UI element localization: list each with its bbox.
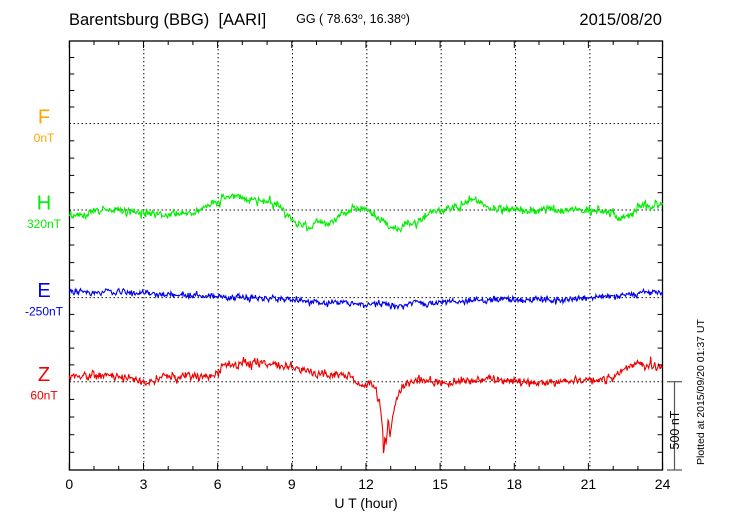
svg-text:60nT: 60nT [30, 389, 58, 403]
svg-text:15: 15 [432, 476, 448, 492]
svg-text:21: 21 [581, 476, 597, 492]
svg-text:U T (hour): U T (hour) [334, 495, 397, 511]
svg-text:Plotted at 2015/09/20 01:37 UT: Plotted at 2015/09/20 01:37 UT [695, 318, 707, 465]
svg-text:Barentsburg (BBG) [AARI]: Barentsburg (BBG) [AARI] [69, 11, 266, 29]
svg-text:18: 18 [507, 476, 523, 492]
svg-text:GG ( 78.63o, 16.38o): GG ( 78.63o, 16.38o) [296, 11, 410, 26]
svg-text:Z: Z [38, 364, 50, 386]
svg-text:H: H [37, 193, 51, 215]
svg-text:3: 3 [140, 476, 148, 492]
svg-text:9: 9 [288, 476, 296, 492]
svg-text:500 nT: 500 nT [668, 410, 682, 449]
svg-text:E: E [37, 280, 50, 302]
svg-text:2015/08/20: 2015/08/20 [579, 11, 662, 29]
svg-text:24: 24 [655, 476, 671, 492]
svg-text:0: 0 [65, 476, 73, 492]
svg-text:12: 12 [358, 476, 374, 492]
svg-text:F: F [38, 107, 50, 129]
svg-text:0nT: 0nT [34, 131, 55, 145]
svg-text:-250nT: -250nT [25, 305, 64, 319]
svg-text:320nT: 320nT [27, 217, 62, 231]
svg-text:6: 6 [214, 476, 222, 492]
